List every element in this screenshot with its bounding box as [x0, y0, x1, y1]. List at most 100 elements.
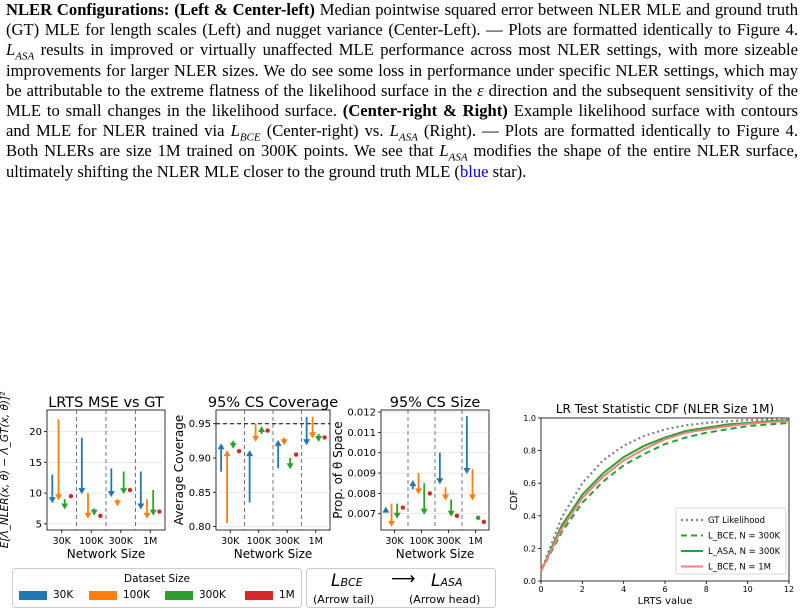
arrow-head — [252, 435, 260, 442]
y-tick-label: 0.008 — [347, 489, 376, 500]
data-point — [98, 513, 103, 519]
math-l: L — [389, 121, 399, 141]
y-tick-label: 0.95 — [189, 419, 211, 430]
cdf-legend-label: L_BCE, N = 300K — [708, 532, 780, 542]
x-axis-label: LRTS value — [638, 596, 693, 607]
x-tick-label: 1M — [468, 536, 482, 547]
arrow-head — [229, 442, 237, 449]
y-tick-label: 0.0 — [523, 577, 536, 586]
arrow-head — [149, 509, 157, 516]
arrow-head — [447, 510, 455, 517]
caption-bold-1: NLER Configurations: (Left & Center-left… — [6, 0, 315, 19]
y-tick-label: 0.8 — [523, 447, 536, 456]
y-tick-label: 0.2 — [523, 544, 536, 553]
x-tick-label: 100K — [247, 536, 272, 547]
cdf-legend-label: GT Likelihood — [708, 516, 765, 526]
y-tick-label: 0.010 — [347, 448, 376, 459]
y-tick-label: 20 — [29, 427, 42, 438]
arrow-head — [309, 432, 317, 439]
arrow-head — [315, 435, 323, 442]
caption-text-1: Median pointwise squared error between N… — [6, 0, 798, 40]
x-axis-label: Network Size — [67, 547, 146, 561]
math-sub: ASA — [448, 151, 468, 164]
data-point — [127, 487, 133, 493]
x-tick-label: 30K — [385, 536, 404, 547]
arrow-head — [463, 468, 471, 475]
y-axis-label: Average Coverage — [172, 415, 186, 526]
arrow-head — [48, 497, 56, 504]
math-sub: ASA — [398, 131, 418, 144]
data-point — [322, 435, 327, 440]
arrow-legend-left: LBCE — [331, 571, 363, 591]
caption-text-3: direction and the subsequent sensitivity… — [6, 80, 798, 121]
figure-caption: NLER Configurations: (Left & Center-left… — [6, 0, 798, 182]
arrow-head — [409, 480, 417, 487]
arrow-head — [442, 494, 450, 501]
cdf-legend-label: L_ASA, N = 300K — [708, 547, 781, 557]
legend-item-300k: 300K — [165, 589, 226, 601]
math-eps: ε — [477, 80, 484, 100]
x-tick-label: 30K — [221, 536, 240, 547]
caption-text-5: (Center-right) vs. — [260, 121, 390, 141]
panel-title: LR Test Statistic CDF (NLER Size 1M) — [556, 402, 774, 416]
caption-bold-2: (Center-right & Right) — [342, 101, 508, 121]
arrow-head — [55, 494, 63, 501]
arrow-head — [420, 508, 428, 515]
y-tick-label: 10 — [29, 489, 42, 500]
x-tick-label: 100K — [79, 536, 104, 547]
x-axis-label: Network Size — [396, 547, 475, 561]
y-axis-label: E[Λ_NLER(x, θ) − Λ_GT(x, θ)]² — [0, 391, 11, 548]
arrow-head — [114, 500, 122, 507]
y-tick-label: 0.011 — [347, 428, 376, 439]
legend-item-100k: 100K — [89, 589, 150, 601]
cdf-line — [540, 421, 790, 572]
x-tick-label: 300K — [275, 536, 300, 547]
dataset-legend: Dataset Size 30K 100K 300K 1M — [12, 568, 302, 608]
legend-swatch — [245, 590, 273, 600]
caption-text-8: star). — [488, 161, 527, 181]
x-tick-label: 8 — [704, 585, 709, 594]
math-l: L — [439, 141, 449, 161]
y-tick-label: 0.012 — [347, 408, 376, 419]
arrow-head-label: (Arrow head) — [409, 593, 481, 606]
x-tick-label: 1M — [143, 536, 157, 547]
math-sub: ASA — [15, 50, 35, 63]
arrow-head — [246, 450, 254, 457]
arrow-head — [469, 494, 477, 501]
data-point — [427, 491, 433, 496]
x-tick-label: 6 — [662, 585, 667, 594]
arrow-head — [258, 426, 266, 433]
arrow-head — [61, 503, 69, 510]
x-axis-label: Network Size — [234, 547, 313, 561]
arrow-head — [280, 439, 288, 446]
y-tick-label: 0.009 — [347, 469, 376, 480]
arrow-head — [415, 488, 423, 495]
math-sub: BCE — [239, 131, 261, 144]
dataset-legend-title: Dataset Size — [123, 573, 190, 585]
y-tick-label: 0.4 — [523, 512, 536, 521]
arrow-head — [274, 439, 282, 446]
caption-blue-word: blue — [459, 161, 489, 181]
data-point — [293, 452, 299, 457]
x-tick-label: 30K — [53, 536, 72, 547]
arrow-head — [436, 478, 444, 485]
arrow-head — [286, 463, 294, 470]
math-l: L — [230, 121, 240, 141]
arrow-tail-label: (Arrow tail) — [313, 593, 375, 606]
legend-swatch — [165, 590, 193, 600]
arrow-head — [303, 439, 311, 446]
data-point — [454, 513, 460, 518]
arrow-legend-right: LASA — [431, 571, 463, 591]
y-tick-label: 1.0 — [523, 414, 536, 423]
arrow-head — [393, 512, 401, 519]
legend-label: 1M — [279, 589, 295, 601]
y-tick-label: 0.85 — [189, 488, 211, 499]
arrow-head — [78, 488, 86, 495]
x-tick-label: 300K — [436, 536, 461, 547]
x-tick-label: 10 — [743, 585, 753, 594]
x-tick-label: 1M — [309, 536, 323, 547]
data-point — [68, 493, 74, 499]
panel-title: 95% CS Size — [390, 395, 481, 411]
data-point — [236, 448, 242, 454]
